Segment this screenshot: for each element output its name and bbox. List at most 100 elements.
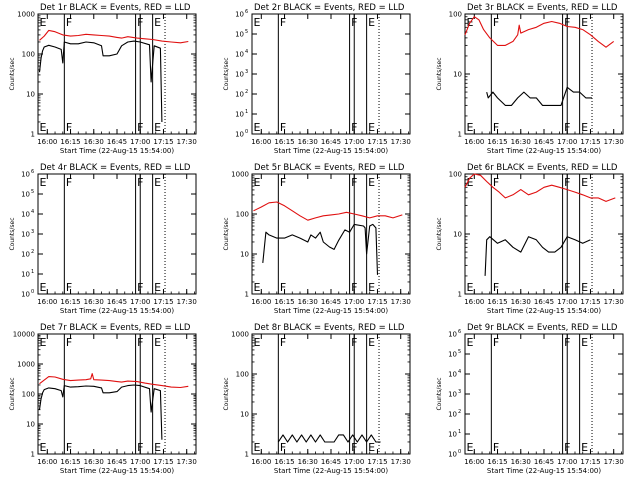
event-marker-label: F <box>280 121 286 134</box>
event-marker-label: E <box>40 336 47 349</box>
y-tick-label: 100 <box>449 171 462 179</box>
y-tick-label: 10 <box>448 371 457 379</box>
y-tick-label: 1 <box>245 451 249 459</box>
event-marker-label: F <box>66 441 72 454</box>
event-marker-label: F <box>280 16 286 29</box>
event-marker-label: F <box>493 441 499 454</box>
event-marker-label: E <box>581 336 588 349</box>
event-marker-label: E <box>40 121 47 134</box>
plot-frame <box>251 333 411 455</box>
x-tick-label: 16:45 <box>107 298 127 306</box>
x-tick-label: 16:15 <box>487 298 507 306</box>
x-tick-label: 16:15 <box>487 458 507 466</box>
x-tick-label: 16:45 <box>107 458 127 466</box>
event-marker-label: F <box>66 336 72 349</box>
y-tick-label: 1000 <box>231 331 249 339</box>
y-tick-exponent: 6 <box>458 329 461 335</box>
y-tick-exponent: 5 <box>458 349 461 355</box>
x-tick-label: 17:00 <box>557 458 577 466</box>
event-marker-label: E <box>368 121 375 134</box>
x-axis-label: Start Time (22-Aug-15 15:54:00) <box>60 467 174 475</box>
y-tick-label: 10 <box>448 431 457 439</box>
event-marker-label: E <box>254 16 261 29</box>
y-axis-label: Counts/sec <box>223 377 230 410</box>
plot-frame <box>464 333 624 455</box>
x-tick-label: 16:15 <box>60 458 80 466</box>
y-tick-exponent: 2 <box>458 409 461 415</box>
y-tick-label: 10 <box>21 291 30 299</box>
x-tick-label: 16:00 <box>251 458 271 466</box>
y-axis-label: Counts/sec <box>436 57 443 90</box>
events-series-line <box>484 236 591 276</box>
y-tick-label: 10 <box>453 231 462 239</box>
x-tick-label: 17:30 <box>391 458 411 466</box>
y-tick-label: 10 <box>235 51 244 59</box>
y-tick-exponent: 1 <box>245 109 248 115</box>
y-tick-label: 10 <box>448 391 457 399</box>
x-tick-label: 17:30 <box>391 298 411 306</box>
panel-1: Det 1r BLACK = Events, RED = LLD 1 10 100 10… <box>9 3 197 155</box>
y-axis-label: Counts/sec <box>9 217 16 250</box>
y-tick-label: 10 <box>21 271 30 279</box>
plot-frame <box>251 13 411 135</box>
x-tick-label: 16:45 <box>321 458 341 466</box>
x-tick-label: 17:15 <box>367 458 387 466</box>
panel-title: Det 6r BLACK = Events, RED = LLD <box>467 163 618 173</box>
x-tick-label: 16:00 <box>37 298 57 306</box>
y-tick-label: 10 <box>21 251 30 259</box>
lld-series-line <box>464 16 615 48</box>
y-tick-label: 100 <box>22 51 35 59</box>
events-series-line <box>486 86 592 106</box>
y-tick-exponent: 3 <box>31 229 34 235</box>
event-marker-label: F <box>66 121 72 134</box>
event-marker-label: E <box>254 121 261 134</box>
y-tick-exponent: 2 <box>31 249 34 255</box>
event-marker-label: E <box>154 441 161 454</box>
event-marker-label: F <box>280 336 286 349</box>
x-tick-label: 16:00 <box>464 138 484 146</box>
x-tick-label: 16:45 <box>534 298 554 306</box>
y-tick-label: 10 <box>453 71 462 79</box>
event-marker-label: E <box>467 176 474 189</box>
x-tick-label: 16:30 <box>298 298 318 306</box>
x-tick-label: 17:15 <box>580 298 600 306</box>
y-tick-label: 10 <box>448 331 457 339</box>
event-marker-label: E <box>467 281 474 294</box>
x-tick-label: 16:30 <box>84 458 104 466</box>
event-marker-label: F <box>493 16 499 29</box>
lld-series-line <box>253 201 403 221</box>
x-axis-label: Start Time (22-Aug-15 15:54:00) <box>274 467 388 475</box>
x-tick-label: 17:00 <box>344 138 364 146</box>
x-tick-label: 16:45 <box>534 138 554 146</box>
event-marker-label: E <box>467 441 474 454</box>
x-axis-label: Start Time (22-Aug-15 15:54:00) <box>60 307 174 315</box>
x-tick-label: 16:45 <box>321 298 341 306</box>
event-marker-label: E <box>581 441 588 454</box>
event-marker-label: F <box>493 281 499 294</box>
x-tick-label: 17:00 <box>130 138 150 146</box>
y-tick-label: 10 <box>21 211 30 219</box>
x-tick-label: 17:00 <box>557 138 577 146</box>
lld-series-line <box>464 173 616 202</box>
event-marker-label: F <box>66 16 72 29</box>
event-marker-label: F <box>66 176 72 189</box>
event-marker-label: E <box>581 176 588 189</box>
x-tick-label: 17:00 <box>130 298 150 306</box>
y-tick-label: 10 <box>235 31 244 39</box>
x-axis-label: Start Time (22-Aug-15 15:54:00) <box>274 307 388 315</box>
y-tick-label: 1000 <box>231 171 249 179</box>
x-tick-label: 16:00 <box>37 138 57 146</box>
x-tick-label: 16:00 <box>251 298 271 306</box>
plot-frame <box>464 13 624 135</box>
event-marker-label: E <box>254 336 261 349</box>
y-tick-exponent: 6 <box>31 169 34 175</box>
y-tick-label: 10 <box>235 71 244 79</box>
event-marker-label: E <box>40 281 47 294</box>
x-tick-label: 16:30 <box>84 298 104 306</box>
event-marker-label: E <box>581 121 588 134</box>
y-axis-label: Counts/sec <box>223 217 230 250</box>
x-axis-label: Start Time (22-Aug-15 15:54:00) <box>60 147 174 155</box>
y-tick-label: 1 <box>31 131 35 139</box>
x-tick-label: 16:45 <box>534 458 554 466</box>
